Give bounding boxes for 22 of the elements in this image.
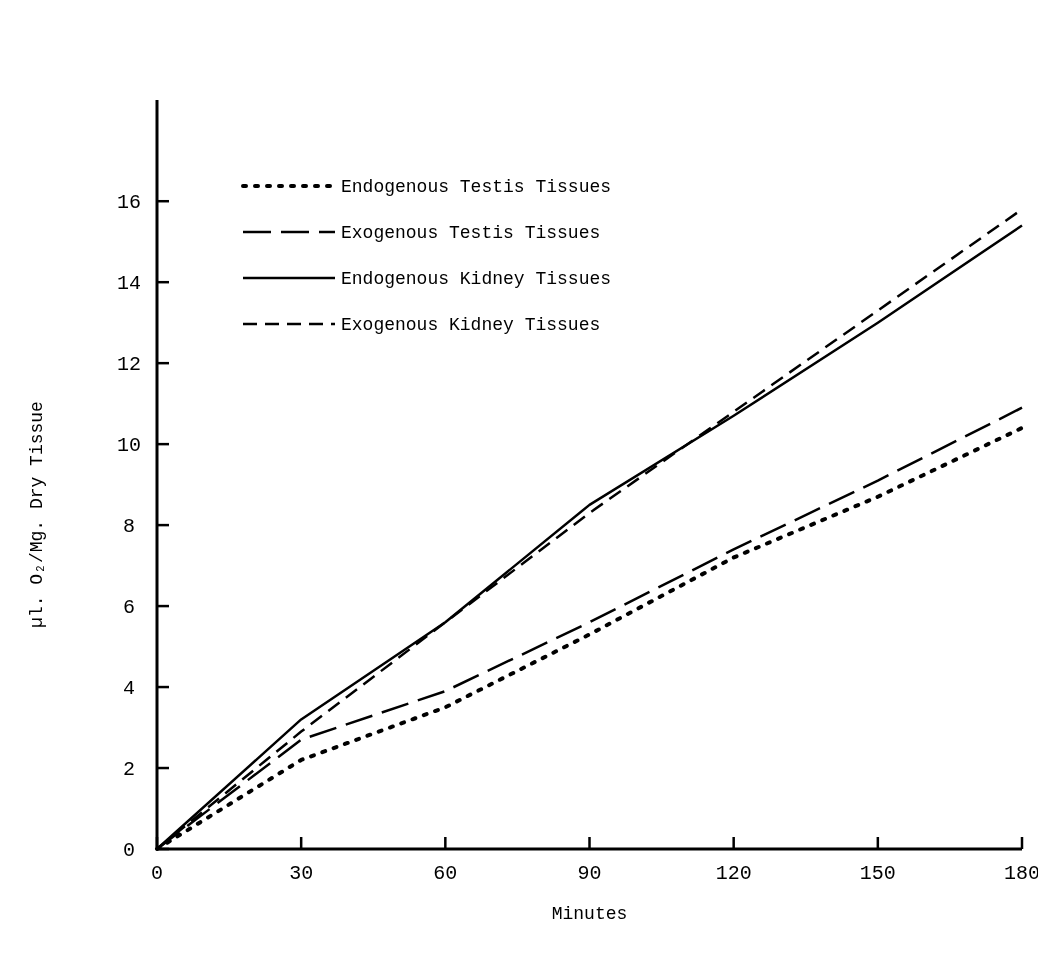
x-axis-title: Minutes [551,904,628,924]
x-tick-label: 60 [433,862,458,885]
y-tick-label: 4 [122,677,136,701]
legend-label: Exogenous Testis Tissues [341,223,601,243]
y-tick-label: 16 [116,191,142,215]
y-tick-label: 12 [116,353,142,377]
legend-label: Endogenous Testis Tissues [341,177,612,197]
x-tick-label: 90 [577,862,602,885]
y-tick-label: 2 [122,758,136,782]
y-axis-title: µl. O₂/Mg. Dry Tissue [27,401,47,628]
legend-label: Exogenous Kidney Tissues [341,315,601,335]
y-tick-label: 8 [122,515,136,539]
x-tick-label: 120 [715,862,752,885]
x-tick-label: 150 [859,862,896,885]
legend-label: Endogenous Kidney Tissues [341,269,612,289]
y-tick-label: 6 [122,596,136,620]
x-tick-label: 30 [289,862,314,885]
x-tick-label: 180 [1003,862,1039,885]
y-tick-label: 10 [116,434,142,458]
y-tick-label: 14 [116,272,142,296]
x-tick-label: 0 [150,862,164,885]
y-tick-label: 0 [122,839,136,862]
